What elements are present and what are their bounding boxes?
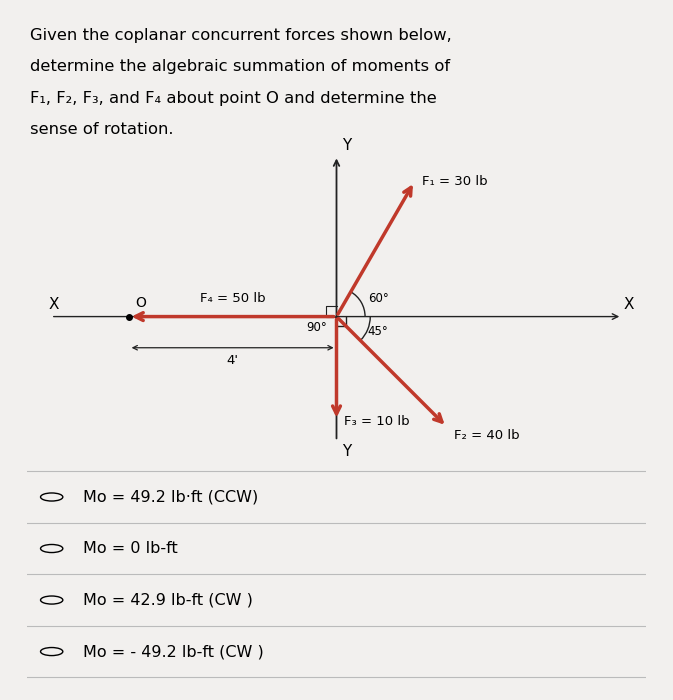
Text: Mo = 42.9 lb-ft (CW ): Mo = 42.9 lb-ft (CW ) bbox=[83, 592, 252, 608]
Text: F₃ = 10 lb: F₃ = 10 lb bbox=[345, 415, 410, 428]
Text: 45°: 45° bbox=[367, 325, 388, 338]
Text: X: X bbox=[48, 298, 59, 312]
Text: X: X bbox=[623, 298, 634, 312]
Text: Y: Y bbox=[342, 444, 351, 458]
Text: Y: Y bbox=[342, 138, 351, 153]
Text: Mo = - 49.2 lb-ft (CW ): Mo = - 49.2 lb-ft (CW ) bbox=[83, 644, 263, 659]
Text: F₂ = 40 lb: F₂ = 40 lb bbox=[454, 429, 520, 442]
Text: sense of rotation.: sense of rotation. bbox=[30, 122, 174, 137]
Text: Mo = 0 lb-ft: Mo = 0 lb-ft bbox=[83, 541, 178, 556]
Text: 90°: 90° bbox=[306, 321, 327, 334]
Text: O: O bbox=[135, 296, 146, 310]
Text: F₁ = 30 lb: F₁ = 30 lb bbox=[422, 175, 488, 188]
Text: 60°: 60° bbox=[367, 292, 388, 305]
Text: F₄ = 50 lb: F₄ = 50 lb bbox=[200, 292, 265, 305]
Text: 4': 4' bbox=[227, 354, 239, 367]
Text: determine the algebraic summation of moments of: determine the algebraic summation of mom… bbox=[30, 60, 450, 74]
Text: Given the coplanar concurrent forces shown below,: Given the coplanar concurrent forces sho… bbox=[30, 28, 452, 43]
Text: Mo = 49.2 lb·ft (CCW): Mo = 49.2 lb·ft (CCW) bbox=[83, 489, 258, 505]
Text: F₁, F₂, F₃, and F₄ about point O and determine the: F₁, F₂, F₃, and F₄ about point O and det… bbox=[30, 91, 437, 106]
